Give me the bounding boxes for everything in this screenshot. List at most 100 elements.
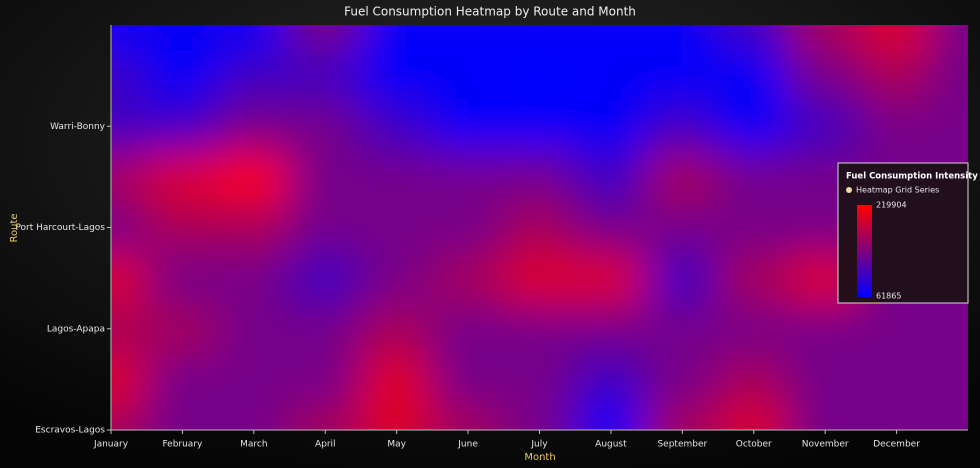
heat-cell [111,403,148,430]
heat-cell [788,25,862,52]
heat-cell [931,353,968,406]
heat-cell [359,251,434,305]
heat-cell [788,302,862,356]
heat-cell [574,251,648,305]
heat-cell [574,403,648,430]
heat-cell [288,201,362,254]
heat-cell [502,25,577,52]
heat-cell [574,25,648,52]
heatmap-cells [111,25,968,430]
heat-cell [859,403,934,430]
heat-cell [288,49,362,102]
heat-cell [359,49,434,102]
x-tick-label: July [530,440,548,450]
x-tick-label: May [387,440,406,450]
heat-cell [288,150,362,204]
heat-cell [645,99,720,153]
heat-cell [217,150,291,204]
heat-cell [645,251,720,305]
heat-cell [111,353,148,406]
heat-cell [788,99,862,153]
heat-cell [502,201,577,254]
heat-cell [859,25,934,52]
heat-cell [145,353,220,406]
heat-cell [111,251,148,305]
heat-cell [502,403,577,430]
heat-cell [217,251,291,305]
heat-cell [217,99,291,153]
heat-cell [717,201,791,254]
heat-cell [288,403,362,430]
heat-cell [359,403,434,430]
heat-cell [717,403,791,430]
heat-cell [931,49,968,102]
heat-cell [145,302,220,356]
heat-cell [574,99,648,153]
legend: Fuel Consumption Intensity Heatmap Grid … [837,162,978,304]
heat-cell [431,201,505,254]
axes: January February March April May June July Augu… [15,25,968,450]
heat-cell [359,353,434,406]
heat-cell [574,201,648,254]
heatmap-area [111,25,968,430]
heat-cell [645,49,720,102]
heat-cell [574,150,648,204]
heat-cell [359,150,434,204]
legend-series-name: Heatmap Grid Series [856,186,939,195]
heat-cell [111,49,148,102]
x-tick-label: March [240,440,267,450]
x-tick-label: October [736,440,772,450]
y-tick-label: Port Harcourt-Lagos [15,223,105,233]
heat-cell [217,403,291,430]
heat-cell [288,25,362,52]
heat-cell [574,353,648,406]
heat-cell [931,25,968,52]
heat-cell [859,302,934,356]
heat-cell [645,25,720,52]
heat-cell [645,150,720,204]
heat-cell [217,25,291,52]
heat-cell [431,251,505,305]
x-tick-label: January [93,440,129,450]
heat-cell [788,49,862,102]
heat-cell [717,302,791,356]
heat-cell [217,201,291,254]
heat-cell [931,403,968,430]
heat-cell [288,251,362,305]
x-tick-label: November [802,440,849,450]
heat-cell [645,403,720,430]
heat-cell [717,49,791,102]
x-tick-label: September [657,440,707,450]
heat-cell [359,201,434,254]
heat-cell [359,25,434,52]
heat-cell [502,302,577,356]
heat-cell [145,201,220,254]
heat-cell [111,302,148,356]
x-tick-label: April [315,440,336,450]
heat-cell [931,99,968,153]
x-tick-label: February [162,440,203,450]
heat-cell [431,49,505,102]
heat-cell [859,49,934,102]
heat-cell [111,150,148,204]
heat-cell [145,25,220,52]
heat-cell [717,99,791,153]
heat-cell [859,99,934,153]
heat-cell [931,302,968,356]
legend-title: Fuel Consumption Intensity [846,172,978,182]
heat-cell [145,49,220,102]
legend-marker [846,187,852,193]
heat-cell [645,353,720,406]
heat-cell [431,99,505,153]
heat-cell [217,49,291,102]
heat-cell [717,353,791,406]
heat-cell [145,150,220,204]
heat-cell [217,302,291,356]
heat-cell [859,353,934,406]
heat-cell [217,353,291,406]
heat-cell [431,403,505,430]
heat-cell [502,251,577,305]
y-tick-label: Lagos-Apapa [47,324,105,334]
heat-cell [717,25,791,52]
heat-cell [788,353,862,406]
